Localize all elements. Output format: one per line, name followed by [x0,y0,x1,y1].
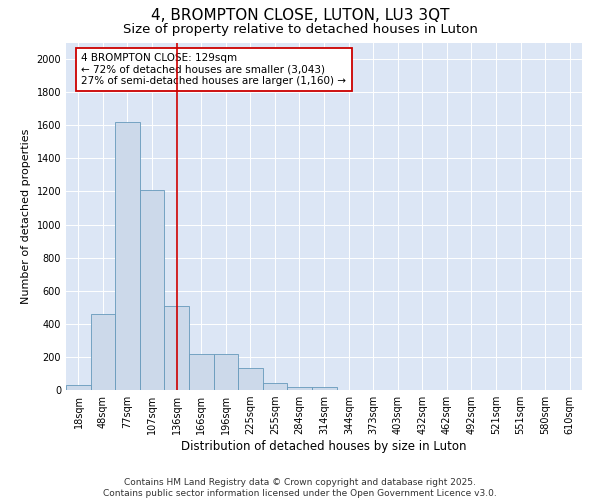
Bar [189,354,214,390]
Text: Size of property relative to detached houses in Luton: Size of property relative to detached ho… [122,22,478,36]
Bar [238,368,263,390]
X-axis label: Distribution of detached houses by size in Luton: Distribution of detached houses by size … [181,440,467,453]
Bar [91,314,115,390]
Text: 4 BROMPTON CLOSE: 129sqm
← 72% of detached houses are smaller (3,043)
27% of sem: 4 BROMPTON CLOSE: 129sqm ← 72% of detach… [82,53,346,86]
Bar [312,386,337,390]
Bar [164,306,189,390]
Text: 4, BROMPTON CLOSE, LUTON, LU3 3QT: 4, BROMPTON CLOSE, LUTON, LU3 3QT [151,8,449,22]
Bar [214,354,238,390]
Bar [140,190,164,390]
Bar [287,386,312,390]
Bar [115,122,140,390]
Bar [66,385,91,390]
Bar [263,384,287,390]
Text: Contains HM Land Registry data © Crown copyright and database right 2025.
Contai: Contains HM Land Registry data © Crown c… [103,478,497,498]
Y-axis label: Number of detached properties: Number of detached properties [21,128,31,304]
